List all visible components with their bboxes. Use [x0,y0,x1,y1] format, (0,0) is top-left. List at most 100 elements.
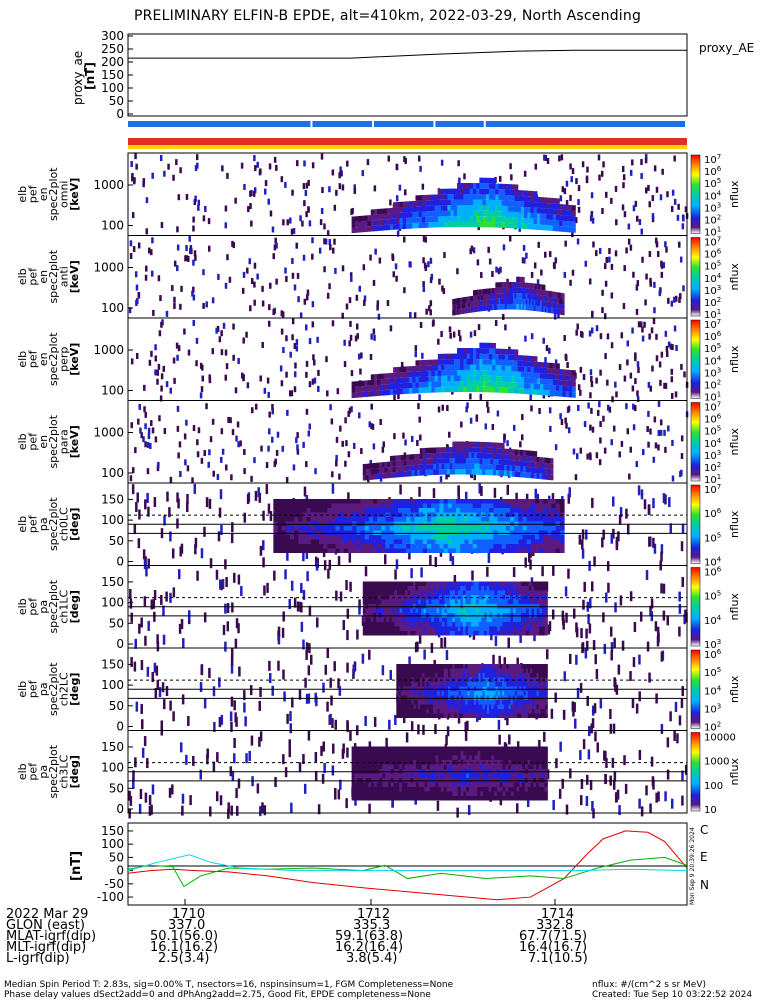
spectrogram-cell [501,359,506,366]
spectrogram-cell [418,387,423,394]
spectrogram-cell [495,287,498,294]
spectrogram-cell [482,452,486,459]
spectrogram-cell [602,415,605,422]
spectrogram-cell [536,196,541,203]
spectrogram-cell [403,189,407,196]
spectrogram-cell [203,526,206,537]
spectrogram-cell [549,384,554,391]
spectrogram-cell [370,225,375,232]
spectrogram-cell [506,465,510,471]
spectrogram-cell [327,544,333,549]
spectrogram-cell [331,499,337,504]
spectrogram-cell [240,162,244,169]
spectrogram-cell [285,503,291,508]
spectrogram-cell [331,508,337,513]
spectrogram-cell [641,256,644,263]
spectrogram-cell [272,253,276,260]
spectrogram-cell [326,701,329,712]
spectrogram-cell [664,446,667,453]
spectrogram-cell [375,581,380,586]
spectrogram-cell [533,305,536,311]
spectrogram-cell [490,453,494,459]
spectrogram-cell [534,499,540,504]
spectrogram-cell [205,301,209,308]
spectrogram-cell [543,503,549,508]
spectrogram-cell [556,214,560,221]
spectrogram-cell [260,445,263,452]
spectrogram-cell [510,503,515,508]
spectrogram-cell [543,373,548,379]
spectrogram-cell [285,548,291,553]
spectrogram-cell [538,295,541,301]
spectrogram-cell [535,289,538,295]
spectrogram-cell [546,290,549,297]
spectrogram-cell [436,447,440,453]
spectrogram-cell [402,388,407,395]
spectrogram-cell [162,605,165,616]
spectrogram-cell [504,189,509,195]
spectrogram-cell [666,615,670,626]
spectrogram-cell [277,626,281,637]
spectrogram-cell [681,223,685,230]
spectrogram-cell [673,296,676,303]
spectrogram-cell [407,581,411,586]
spectrogram-cell [273,460,277,467]
spectrogram-cell [147,506,150,517]
spectrogram-cell [369,353,373,360]
spectrogram-cell [289,711,292,722]
spectrogram-cell [333,661,336,672]
spectrogram-cell [249,685,253,696]
spectrogram-cell [393,530,399,535]
spectrogram-cell [543,517,549,522]
spectrogram-cell [397,393,400,400]
spectrogram-cell [447,544,453,549]
spectrogram-cell [480,289,484,295]
spectrogram-cell [441,375,445,382]
spectrogram-cell [680,435,684,442]
spectrogram-cell [476,183,480,189]
panel-ylabel: elbpefenspec2plotperp[keV] [16,332,81,386]
spectrogram-cell [476,512,482,517]
spectrogram-cell [441,581,446,586]
spectrogram-cell [319,503,324,508]
spectrogram-cell [386,213,391,220]
spectrogram-cell [384,461,388,468]
spectrogram-cell [343,503,349,508]
colorbar-label: nflux [728,593,741,621]
spectrogram-cell [256,273,259,280]
panel-ylabel-line: spec2plot [47,167,60,221]
spectrogram-cell [289,526,295,531]
spectrogram-cell [479,381,484,387]
spectrogram-cell [373,374,378,380]
colorbar-tick-label: 107 [704,401,721,414]
spectrogram-cell [364,535,370,540]
spectrogram-cell [296,448,300,455]
spectrogram-cell [510,530,515,535]
spectrogram-cell [534,548,540,553]
spectrogram-cell [140,660,144,671]
spectrogram-cell [504,348,509,355]
spectrogram-cell [419,165,422,172]
spectrogram-cell [498,298,501,305]
spectrogram-cell [520,276,524,283]
spectrogram-cell [425,211,429,217]
spectrogram-cell [495,282,498,288]
spectrogram-cell [136,492,139,503]
spectrogram-cell [572,375,576,382]
spectrogram-cell [512,567,516,578]
spectrogram-cell [264,180,268,187]
spectrogram-cell [425,447,429,454]
spectrogram-cell [504,381,509,388]
spectrogram-cell [437,338,440,345]
spectrogram-cell [289,351,292,358]
spectrogram-cell [488,205,493,211]
spectrogram-cell [559,380,564,386]
spectrogram-cell [505,508,511,513]
spectrogram-cell [603,313,607,320]
spectrogram-cell [329,244,332,251]
spectrogram-cell [427,261,430,268]
spectrogram-cell [472,364,477,371]
panel-ylabel: elbpefpaspec2plotch1LC[deg] [16,579,81,633]
spectrogram-cell [195,360,198,367]
spectrogram-cell [608,248,611,255]
